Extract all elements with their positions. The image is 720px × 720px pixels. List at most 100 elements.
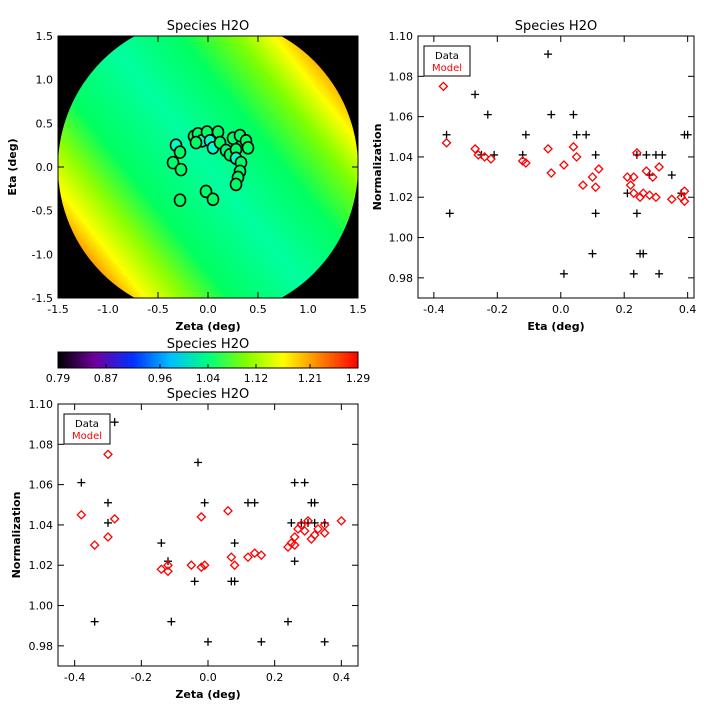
eta-x-tick-label: 0.4 — [679, 303, 697, 316]
eta-model-marker — [441, 137, 452, 148]
eta-data-marker — [591, 209, 600, 218]
map-x-tick-label: -1.0 — [97, 303, 118, 316]
eta-plot-title: Species H2O — [515, 19, 597, 34]
eta-model-marker — [622, 172, 633, 182]
eta-data-marker — [569, 110, 578, 119]
zeta-data-marker — [200, 498, 209, 507]
map-y-tick-label: 1.0 — [36, 74, 54, 87]
eta-data-marker — [559, 269, 568, 278]
eta-legend-data: Data — [435, 51, 459, 62]
zeta-data-marker — [204, 637, 212, 646]
zeta-model-marker — [313, 524, 323, 534]
map-detector-point — [166, 155, 180, 170]
zeta-x-axis-label: Zeta (deg) — [175, 688, 240, 701]
eta-model-marker — [593, 164, 604, 174]
eta-model-marker — [479, 152, 490, 162]
zeta-x-tick-label: -0.4 — [64, 671, 85, 684]
eta-model-marker — [679, 186, 690, 197]
zeta-y-tick-label: 1.06 — [29, 479, 54, 492]
map-y-tick-label: -1.0 — [32, 248, 53, 261]
zeta-model-marker — [226, 552, 237, 563]
zeta-data-marker — [300, 478, 309, 487]
zeta-data-marker — [190, 577, 199, 586]
eta-model-marker — [486, 154, 496, 164]
eta-data-marker — [667, 171, 676, 180]
eta-model-marker — [543, 143, 553, 154]
eta-model-marker — [438, 81, 449, 92]
eta-legend-model: Model — [432, 63, 462, 74]
zeta-model-marker — [319, 528, 330, 538]
eta-data-points — [438, 50, 692, 278]
colorbar-tick-label: 0.79 — [46, 372, 71, 385]
zeta-model-marker — [223, 505, 233, 516]
zeta-data-marker — [310, 498, 319, 507]
zeta-model-marker — [89, 540, 100, 550]
eta-y-axis-label: Normalization — [371, 124, 384, 211]
zeta-y-tick-label: 0.98 — [29, 640, 54, 653]
eta-model-marker — [644, 190, 655, 201]
zeta-model-marker — [243, 552, 253, 563]
zeta-legend-box — [63, 413, 111, 445]
map-disk — [58, 36, 358, 298]
zeta-model-marker — [229, 560, 240, 571]
eta-x-tick-label: -0.2 — [487, 303, 508, 316]
zeta-model-marker — [103, 532, 113, 542]
eta-data-marker — [442, 130, 451, 139]
zeta-y-ticks: 0.98 1.00 1.02 1.04 1.06 1.08 1.10 — [29, 398, 358, 653]
zeta-legend-data: Data — [75, 419, 99, 430]
zeta-data-marker — [320, 637, 329, 646]
eta-model-marker — [631, 147, 642, 158]
zeta-data-marker — [310, 518, 319, 527]
zeta-legend-model: Model — [72, 431, 102, 442]
map-y-tick-label: 1.5 — [36, 30, 54, 43]
zeta-model-marker — [163, 560, 173, 571]
colorbar-tick-label: 1.04 — [196, 372, 221, 385]
eta-x-tick-label: 0.2 — [615, 303, 633, 316]
eta-legend-box — [423, 45, 471, 77]
map-x-ticks: -1.5 -1.0 -0.5 0.0 0.5 1.0 1.5 — [47, 36, 367, 316]
eta-data-marker — [471, 90, 480, 99]
colorbar-tick-label: 1.12 — [244, 372, 269, 385]
eta-model-marker — [647, 172, 658, 182]
zeta-y-tick-label: 1.04 — [29, 519, 54, 532]
zeta-data-marker — [77, 478, 86, 487]
zeta-data-marker — [250, 498, 259, 507]
eta-y-tick-label: 1.02 — [389, 191, 414, 204]
eta-x-tick-label: -0.4 — [423, 303, 444, 316]
eta-model-marker — [679, 196, 690, 207]
zeta-model-marker — [186, 560, 197, 571]
eta-y-tick-label: 0.98 — [389, 272, 414, 285]
map-x-tick-label: 1.5 — [349, 303, 367, 316]
zeta-data-marker — [230, 539, 239, 548]
map-x-tick-label: 0.0 — [199, 303, 217, 316]
eta-model-marker — [666, 194, 677, 205]
eta-model-marker — [470, 143, 481, 154]
zeta-model-marker — [156, 564, 167, 575]
zeta-data-marker — [284, 617, 292, 626]
map-detector-point — [229, 177, 243, 192]
map-x-tick-label: -1.5 — [47, 303, 68, 316]
zeta-plot-title: Species H2O — [167, 387, 249, 402]
zeta-model-marker — [309, 530, 320, 540]
eta-data-marker — [483, 110, 492, 119]
zeta-model-marker — [76, 509, 87, 520]
eta-model-marker — [654, 162, 665, 172]
eta-data-marker — [445, 209, 454, 218]
zeta-data-marker — [287, 518, 296, 527]
map-detector-point — [206, 192, 220, 207]
eta-model-marker — [578, 180, 588, 191]
map-detector-point — [174, 162, 188, 177]
zeta-y-tick-label: 1.08 — [29, 438, 54, 451]
eta-model-marker — [473, 149, 484, 160]
colorbar-tick-label: 0.96 — [148, 372, 173, 385]
colorbar-tick-label: 1.29 — [346, 372, 371, 385]
zeta-model-marker — [336, 515, 347, 526]
map-y-tick-label: -1.5 — [32, 292, 53, 305]
eta-data-marker — [683, 130, 692, 139]
map-detector-point — [241, 140, 255, 155]
eta-data-marker — [547, 110, 556, 119]
zeta-x-tick-label: -0.2 — [131, 671, 152, 684]
eta-x-tick-label: 0.0 — [552, 303, 570, 316]
colorbar-title: Species H2O — [167, 337, 249, 352]
eta-model-marker — [546, 168, 557, 178]
